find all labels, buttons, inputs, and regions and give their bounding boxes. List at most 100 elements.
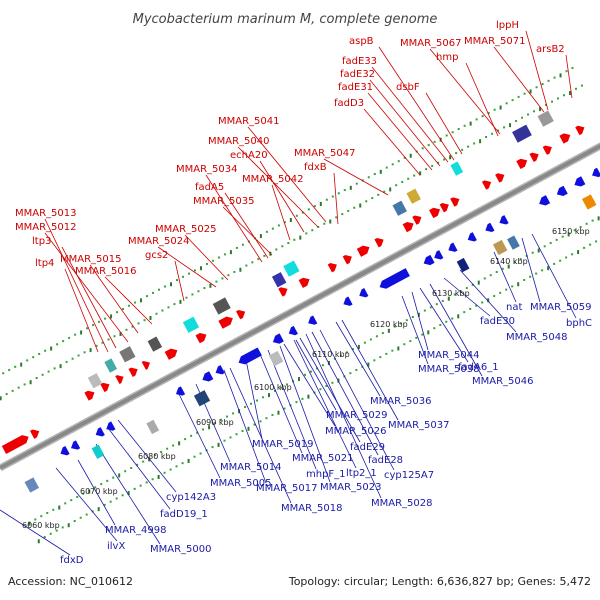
feature-box-shape — [212, 297, 231, 315]
guide-dot — [445, 320, 448, 323]
guide-dot — [172, 444, 175, 447]
reverse-gene-label: MMAR_5038 — [418, 364, 480, 375]
guide-dot — [187, 272, 190, 275]
reverse-gene-shape — [448, 242, 458, 252]
guide-dot — [447, 296, 450, 301]
guide-dot — [41, 373, 44, 376]
reverse-gene — [539, 195, 551, 206]
forward-gene-shape — [115, 375, 124, 385]
scale-label: 6060 kbp — [22, 521, 60, 530]
reverse-leader-line — [401, 295, 429, 365]
forward-gene-shape — [412, 215, 422, 225]
guide-dot — [73, 519, 76, 522]
feature-box-shape — [147, 336, 163, 352]
reverse-gene-shape — [175, 386, 186, 396]
reverse-gene-shape — [499, 215, 509, 225]
guide-dot — [241, 243, 244, 246]
guide-dot — [367, 176, 370, 179]
reverse-gene-shape — [434, 250, 444, 260]
forward-gene-label: arsB2 — [536, 44, 565, 55]
guide-dot — [160, 450, 163, 453]
guide-dot — [377, 193, 380, 196]
guide-dot — [477, 280, 480, 285]
forward-gene — [30, 429, 40, 439]
forward-leader-line — [565, 54, 573, 99]
map-title: Mycobacterium marinum M, complete genome — [133, 12, 438, 27]
reverse-gene-shape — [288, 325, 298, 336]
guide-dot — [158, 288, 161, 291]
guide-dot — [116, 311, 119, 314]
guide-dot — [125, 328, 128, 331]
forward-gene-label: MMAR_5035 — [193, 196, 255, 207]
guide-dot — [152, 291, 155, 294]
guide-dot — [297, 377, 300, 382]
forward-gene — [298, 277, 310, 289]
guide-dot — [419, 171, 422, 176]
guide-dot — [415, 336, 418, 339]
guide-dot — [253, 423, 256, 426]
guide-dot — [347, 209, 350, 212]
forward-gene-label: MMAR_5013 — [15, 208, 77, 219]
guide-dot — [337, 192, 340, 195]
reverse-gene-shape — [574, 176, 586, 187]
guide-dot — [579, 226, 582, 229]
guide-dot — [321, 364, 324, 367]
forward-gene-label: fadE32 — [340, 69, 375, 80]
guide-dot — [371, 197, 374, 200]
guide-dot — [463, 311, 466, 314]
guide-dot — [146, 295, 149, 298]
reverse-gene — [95, 427, 105, 437]
forward-gene — [450, 197, 460, 207]
guide-dot — [245, 264, 248, 267]
guide-dot — [17, 386, 20, 389]
guide-dot — [403, 343, 406, 346]
guide-dot — [28, 521, 31, 526]
guide-dot — [387, 328, 390, 333]
guide-dot — [26, 359, 29, 362]
forward-gene — [1, 435, 29, 454]
guide-dot — [427, 330, 430, 335]
guide-dot — [56, 343, 59, 346]
scale-label: 6080 kbp — [138, 452, 176, 461]
feature-box-shape — [24, 477, 40, 493]
reverse-gene-label: MMAR_5014 — [220, 462, 282, 473]
guide-dot — [313, 205, 316, 208]
guide-dot — [0, 396, 2, 401]
guide-dot — [196, 431, 199, 434]
guide-dot — [199, 452, 202, 455]
guide-dot — [157, 474, 160, 479]
forward-leader-line — [205, 174, 263, 263]
guide-dot — [355, 368, 358, 371]
guide-dot — [451, 131, 454, 134]
forward-gene-label: ltp3 — [32, 236, 51, 247]
guide-dot — [227, 274, 230, 277]
reverse-gene-label: MMAR_5036 — [370, 396, 432, 407]
guide-dot — [202, 428, 205, 431]
guide-dot — [501, 267, 504, 270]
label-leader-lines — [0, 30, 577, 556]
guide-dot — [481, 115, 484, 118]
guide-dot — [427, 144, 430, 147]
forward-gene — [128, 367, 138, 377]
reverse-leader-line — [299, 337, 361, 443]
guide-dot — [517, 282, 520, 287]
guide-dot — [519, 258, 522, 261]
guide-dot — [11, 389, 14, 392]
guide-dot — [571, 253, 574, 256]
guide-dot — [214, 422, 217, 425]
guide-dot — [70, 499, 73, 502]
guide-dot — [257, 258, 260, 261]
guide-dot — [433, 140, 436, 143]
forward-leader-line — [333, 172, 339, 225]
guide-dot — [565, 256, 568, 259]
scale-label: 6090 kbp — [196, 418, 234, 427]
forward-gene-label: MMAR_5012 — [15, 222, 77, 233]
forward-gene — [141, 361, 151, 370]
forward-gene-label: fadE33 — [342, 56, 377, 67]
guide-dot — [211, 446, 214, 449]
guide-dot — [128, 304, 131, 307]
guide-dot — [411, 315, 414, 318]
reverse-gene-shape — [272, 333, 284, 344]
reverse-leader-line — [267, 349, 317, 470]
